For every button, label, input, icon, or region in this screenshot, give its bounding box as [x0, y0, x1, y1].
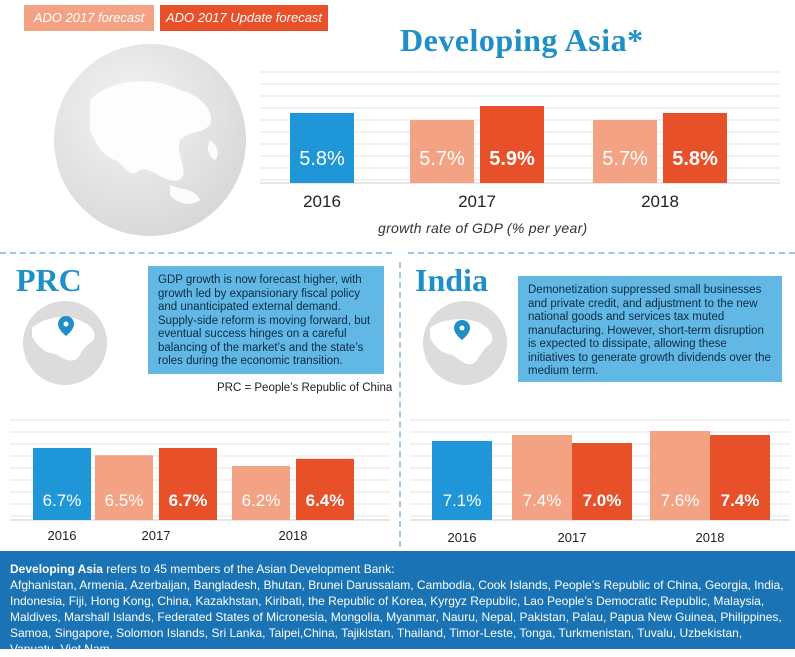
tick-label: 2018 [696, 530, 725, 545]
tick-label: 2018 [279, 528, 308, 543]
legend-update-label: ADO 2017 Update forecast [165, 10, 323, 25]
tick-label: 2016 [448, 530, 477, 545]
axis-note: growth rate of GDP (% per year) [378, 220, 588, 236]
footer-lead-line: Developing Asia refers to 45 members of … [10, 561, 785, 577]
tick-label: 2016 [48, 528, 77, 543]
tick-label: 2017 [558, 530, 587, 545]
bar-actual-2016 [33, 448, 91, 520]
data-label: 7.4% [721, 491, 760, 510]
divider-top-right [408, 252, 795, 254]
tick-label: 2017 [142, 528, 171, 543]
data-label: 6.4% [306, 491, 345, 510]
legend-ado2017-label: ADO 2017 forecast [33, 10, 145, 25]
section-title-india: India [415, 262, 488, 298]
chart-prc: 6.7% 2016 6.5% 6.7% 2017 6.2% 6.4% 2018 [10, 419, 390, 543]
globe-prc-icon [23, 301, 107, 385]
data-label: 6.7% [169, 491, 208, 510]
data-label: 7.6% [661, 491, 700, 510]
bar-actual-2016 [290, 113, 354, 183]
bar-ado-2017-forecast-2018 [232, 466, 290, 520]
data-label: 7.0% [583, 491, 622, 510]
footer-lead-rest: refers to 45 members of the Asian Develo… [102, 562, 395, 576]
bar-ado-2017-update-forecast-2017 [572, 443, 632, 520]
prc-caption: PRC = People’s Republic of China [217, 382, 393, 394]
tick-label: 2017 [458, 192, 496, 211]
globe-asia-icon [54, 44, 246, 236]
chart-developing-asia: 5.8% 2016 5.7% 5.9% 2017 5.7% 5.8% 2018 [260, 71, 780, 211]
bar-ado-2017-forecast-2018 [650, 431, 710, 520]
data-label: 5.8% [299, 148, 345, 170]
data-label: 7.4% [523, 491, 562, 510]
bar-ado-2017-forecast-2017 [410, 120, 474, 183]
data-label: 6.2% [242, 491, 281, 510]
footer-definition: Developing Asia refers to 45 members of … [0, 551, 795, 656]
section-title-prc: PRC [16, 262, 82, 298]
chart-india: 7.1% 2016 7.4% 7.0% 2017 7.6% 7.4% 2018 [410, 419, 790, 545]
data-label: 5.7% [602, 148, 648, 170]
data-label: 5.9% [489, 148, 535, 170]
bar-ado-2017-update-forecast-2017 [480, 106, 544, 183]
data-label: 5.7% [419, 148, 465, 170]
bar-ado-2017-update-forecast-2018 [663, 113, 727, 183]
bar-ado-2017-update-forecast-2017 [159, 448, 217, 520]
data-label: 5.8% [672, 148, 718, 170]
bar-ado-2017-forecast-2017 [95, 455, 153, 520]
bar-actual-2016 [432, 441, 492, 520]
divider-top-left [0, 252, 392, 254]
globe-india-icon [423, 301, 507, 385]
legend-ado2017: ADO 2017 forecast [24, 5, 154, 31]
bar-ado-2017-forecast-2017 [512, 435, 572, 520]
prc-note: GDP growth is now forecast higher, with … [148, 266, 384, 374]
bar-ado-2017-forecast-2018 [593, 120, 657, 183]
bar-ado-2017-update-forecast-2018 [710, 435, 770, 520]
tick-label: 2018 [641, 192, 679, 211]
legend-ado2017-update: ADO 2017 Update forecast [160, 5, 328, 31]
india-note: Demonetization suppressed small business… [518, 276, 782, 382]
footer-lead: Developing Asia [10, 562, 103, 576]
bar-ado-2017-update-forecast-2018 [296, 458, 354, 520]
footer-members: Afghanistan, Armenia, Azerbaijan, Bangla… [10, 578, 784, 656]
tick-label: 2016 [303, 192, 341, 211]
page-title: Developing Asia* [400, 22, 644, 58]
divider-middle [399, 262, 401, 547]
data-label: 6.5% [105, 491, 144, 510]
data-label: 6.7% [43, 491, 82, 510]
data-label: 7.1% [443, 491, 482, 510]
